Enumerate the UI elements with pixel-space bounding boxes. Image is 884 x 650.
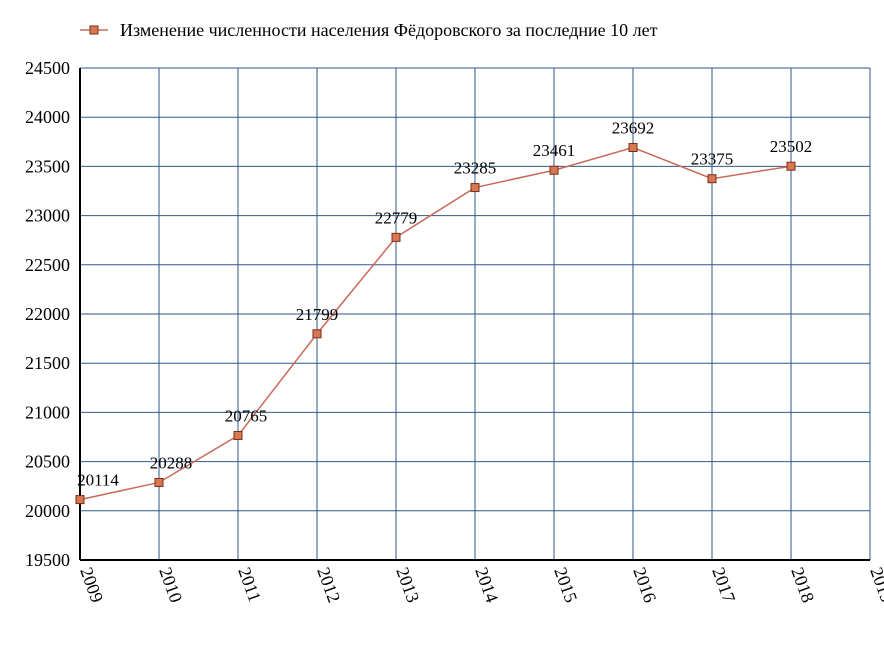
- data-marker: [392, 233, 400, 241]
- data-marker: [155, 478, 163, 486]
- y-tick-label: 24500: [25, 58, 70, 78]
- data-label: 23375: [691, 150, 734, 169]
- legend-label: Изменение численности населения Фёдоровс…: [120, 20, 658, 40]
- population-chart: 19500 20000 20500 21000 21500 22000 22500 23000…: [0, 0, 884, 650]
- data-marker: [550, 166, 558, 174]
- y-tick-label: 23000: [25, 206, 70, 226]
- data-marker: [313, 330, 321, 338]
- y-tick-label: 21000: [25, 402, 70, 422]
- data-marker: [76, 496, 84, 504]
- y-tick-label: 22500: [25, 255, 70, 275]
- data-label: 20288: [150, 453, 193, 472]
- y-tick-label: 23500: [25, 156, 70, 176]
- data-marker: [708, 175, 716, 183]
- y-tick-label: 19500: [25, 550, 70, 570]
- data-label: 23285: [454, 159, 497, 178]
- data-label: 23461: [533, 141, 576, 160]
- data-label: 20765: [225, 407, 268, 426]
- legend-marker: [90, 26, 98, 34]
- data-marker: [234, 432, 242, 440]
- y-tick-label: 24000: [25, 107, 70, 127]
- data-label: 23502: [770, 137, 813, 156]
- chart-svg: 19500 20000 20500 21000 21500 22000 22500 23000…: [0, 0, 884, 650]
- data-label: 22779: [375, 208, 418, 227]
- data-marker: [471, 184, 479, 192]
- y-tick-label: 22000: [25, 304, 70, 324]
- y-tick-label: 20500: [25, 452, 70, 472]
- data-marker: [787, 162, 795, 170]
- data-marker: [629, 144, 637, 152]
- y-tick-label: 21500: [25, 353, 70, 373]
- data-label: 21799: [296, 305, 339, 324]
- y-tick-label: 20000: [25, 501, 70, 521]
- data-label: 23692: [612, 119, 655, 138]
- data-label: 20114: [77, 471, 119, 490]
